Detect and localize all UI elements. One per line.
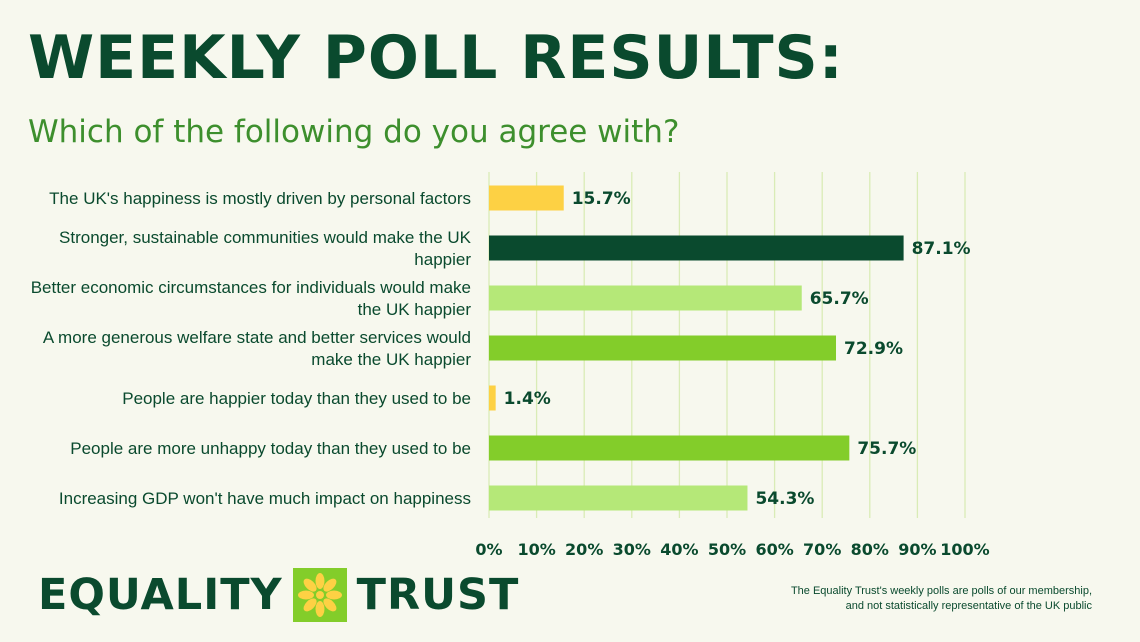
equality-trust-logo: EQUALITY TRUST [38,568,519,622]
footnote-line-1: The Equality Trust's weekly polls are po… [790,585,1092,597]
data-label: 15.7% [572,189,631,209]
chart-value-labels: 15.7% 87.1% 65.7% 72.9% 1.4% 75.7% 54.3% [504,189,971,509]
x-tick-label: 20% [565,540,603,559]
category-label: People are happier today than they used … [122,389,471,408]
data-label: 72.9% [844,339,903,359]
page-subtitle: Which of the following do you agree with… [28,114,680,150]
chart-x-axis: 0% 10% 20% 30% 40% 50% 60% 70% 80% 90% 100% [475,540,989,559]
chart-category-labels: The UK's happiness is mostly driven by p… [31,189,472,508]
footnote: The Equality Trust's weekly polls are po… [712,584,1092,614]
x-tick-label: 40% [660,540,698,559]
data-label: 87.1% [912,239,971,259]
bar [489,335,837,361]
x-tick-label: 60% [755,540,793,559]
page-title: WEEKLY POLL RESULTS: [28,23,844,93]
x-tick-label: 100% [940,540,989,559]
category-label: happier [414,250,471,269]
x-tick-label: 70% [803,540,841,559]
chart-bars [489,185,904,511]
category-label: Better economic circumstances for indivi… [31,278,471,297]
category-label: A more generous welfare state and better… [43,328,471,347]
category-label: make the UK happier [311,350,471,369]
x-tick-label: 80% [851,540,889,559]
data-label: 65.7% [810,289,869,309]
data-label: 75.7% [857,439,916,459]
bar [489,185,564,211]
bar [489,235,904,261]
category-label: the UK happier [358,300,472,319]
x-tick-label: 50% [708,540,746,559]
data-label: 54.3% [755,489,814,509]
logo-word-equality: EQUALITY [38,569,283,620]
x-tick-label: 30% [613,540,651,559]
category-label: The UK's happiness is mostly driven by p… [49,189,471,208]
x-tick-label: 90% [898,540,936,559]
asterisk-flower-icon [292,568,347,622]
bar [489,485,748,511]
bar [489,385,496,411]
bar [489,435,850,461]
category-label: People are more unhappy today than they … [70,439,471,458]
category-label: Increasing GDP won't have much impact on… [59,489,471,508]
bar [489,285,802,311]
data-label: 1.4% [504,389,551,409]
logo-word-trust: TRUST [356,569,520,620]
x-tick-label: 10% [517,540,555,559]
x-tick-label: 0% [475,540,502,559]
footnote-line-2: and not statistically representative of … [845,600,1092,612]
category-label: Stronger, sustainable communities would … [59,228,472,247]
